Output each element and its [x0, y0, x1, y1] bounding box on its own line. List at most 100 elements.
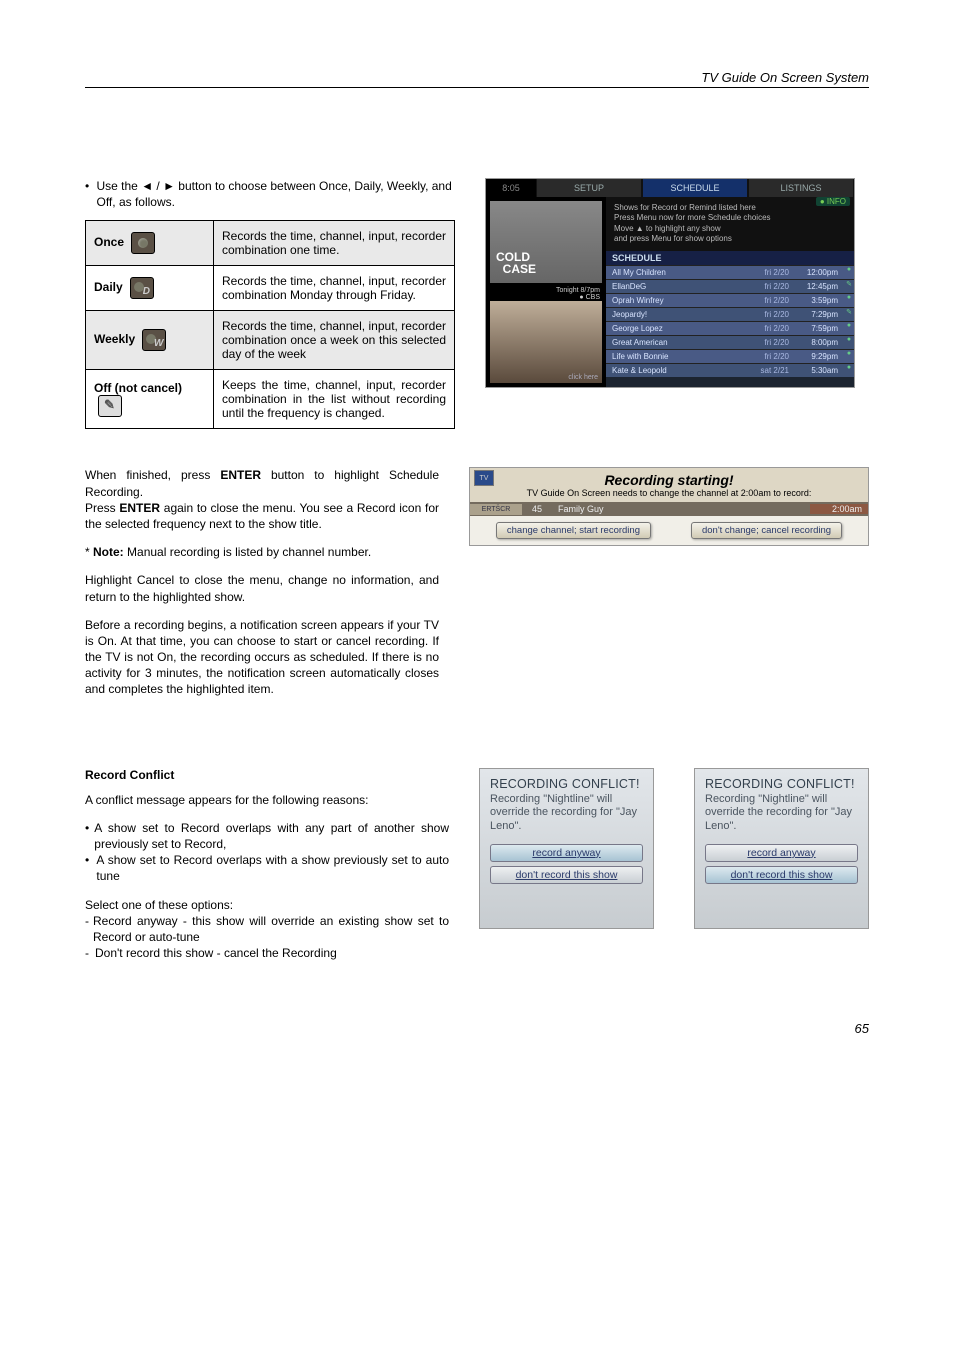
conflict-popup-2: RECORDING CONFLICT! Recording "Nightline…	[694, 768, 869, 929]
record-icon: ●	[844, 322, 854, 335]
schedule-row[interactable]: George Lopezfri 2/207:59pm●	[606, 321, 854, 335]
dont-record-button[interactable]: don't record this show	[490, 866, 643, 884]
rs-channel: 45	[522, 504, 552, 514]
tab-schedule[interactable]: SCHEDULE	[642, 179, 748, 197]
rs-show: Family Guy	[552, 502, 810, 516]
help-line: Shows for Record or Remind listed here	[614, 203, 846, 213]
help-line: and press Menu for show options	[614, 234, 846, 244]
page-header: TV Guide On Screen System	[85, 70, 869, 88]
rs-time: 2:00am	[810, 504, 868, 514]
page-number: 65	[85, 1021, 869, 1036]
show-date: fri 2/20	[745, 308, 789, 321]
show-date: sat 2/21	[745, 364, 789, 377]
rs-bar-logo: ERTŠCR	[470, 504, 522, 515]
schedule-row[interactable]: Jeopardy!fri 2/207:29pm✎	[606, 307, 854, 321]
show-time: 3:59pm	[789, 294, 844, 307]
record-icon: ✎	[844, 280, 854, 293]
show-date: fri 2/20	[745, 280, 789, 293]
once-icon	[131, 232, 155, 254]
bullet-text: A show set to Record overlaps with a sho…	[96, 852, 449, 884]
schedule-row[interactable]: EllanDeGfri 2/2012:45pm✎	[606, 279, 854, 293]
show-date: fri 2/20	[745, 322, 789, 335]
help-line: Move ▲ to highlight any show	[614, 224, 846, 234]
schedule-clock: 8:05	[486, 179, 536, 197]
paragraph: Before a recording begins, a notificatio…	[85, 617, 439, 698]
preview-pane: COLD CASE	[490, 201, 602, 283]
weekly-icon	[142, 329, 166, 351]
conflict-title: RECORDING CONFLICT!	[490, 777, 643, 791]
option-item: -Record anyway - this show will override…	[85, 913, 449, 945]
tab-setup[interactable]: SETUP	[536, 179, 642, 197]
cancel-recording-button[interactable]: don't change; cancel recording	[691, 522, 842, 539]
preview-logo: ● CBS	[579, 294, 600, 301]
tab-listings[interactable]: LISTINGS	[748, 179, 854, 197]
schedule-row[interactable]: All My Childrenfri 2/2012:00pm●	[606, 265, 854, 279]
show-time: 12:45pm	[789, 280, 844, 293]
click-here: click here	[568, 374, 598, 381]
record-icon: ●	[844, 266, 854, 279]
freq-desc: Records the time, channel, input, record…	[214, 221, 455, 266]
p-text: Press	[85, 501, 119, 515]
freq-label: Daily	[94, 281, 123, 295]
show-name: George Lopez	[606, 322, 745, 335]
schedule-row[interactable]: Kate & Leopoldsat 2/215:30am●	[606, 363, 854, 377]
start-recording-button[interactable]: change channel; start recording	[496, 522, 651, 539]
show-time: 7:59pm	[789, 322, 844, 335]
show-time: 12:00pm	[789, 266, 844, 279]
note-text: Manual recording is listed by channel nu…	[124, 545, 371, 559]
show-date: fri 2/20	[745, 336, 789, 349]
freq-desc: Records the time, channel, input, record…	[214, 266, 455, 311]
bullet-item: •A show set to Record overlaps with a sh…	[85, 852, 449, 884]
show-name: Oprah Winfrey	[606, 294, 745, 307]
p-enter: ENTER	[220, 468, 261, 482]
p-enter: ENTER	[119, 501, 160, 515]
schedule-row[interactable]: Great Americanfri 2/208:00pm●	[606, 335, 854, 349]
p-text: When finished, press	[85, 468, 220, 482]
ad-pane[interactable]: click here	[490, 301, 602, 383]
conflict-title: RECORDING CONFLICT!	[705, 777, 858, 791]
show-date: fri 2/20	[745, 266, 789, 279]
intro-bullet: • Use the ◄ / ► button to choose between…	[85, 178, 455, 210]
record-anyway-button[interactable]: record anyway	[490, 844, 643, 862]
show-time: 8:00pm	[789, 336, 844, 349]
show-date: fri 2/20	[745, 350, 789, 363]
freq-label: Once	[94, 236, 124, 250]
conflict-msg: Recording "Nightline" will override the …	[705, 793, 858, 834]
preview-subtitle: CASE	[503, 262, 536, 276]
record-icon: ●	[844, 364, 854, 377]
paragraph: When finished, press ENTER button to hig…	[85, 467, 439, 499]
show-name: EllanDeG	[606, 280, 745, 293]
paragraph: Press ENTER again to close the menu. You…	[85, 500, 439, 532]
show-time: 5:30am	[789, 364, 844, 377]
show-date: fri 2/20	[745, 294, 789, 307]
schedule-row[interactable]: Oprah Winfreyfri 2/203:59pm●	[606, 293, 854, 307]
frequency-table: Once Records the time, channel, input, r…	[85, 220, 455, 429]
record-icon: ●	[844, 294, 854, 307]
arrow-icons: ◄ / ►	[141, 178, 175, 194]
option-text: Record anyway - this show will override …	[93, 913, 449, 945]
show-time: 9:29pm	[789, 350, 844, 363]
record-icon: ●	[844, 350, 854, 363]
show-name: All My Children	[606, 266, 745, 279]
record-icon: ●	[844, 336, 854, 349]
help-line: Press Menu now for more Schedule choices	[614, 213, 846, 223]
off-icon	[98, 395, 122, 417]
show-name: Great American	[606, 336, 745, 349]
freq-desc: Records the time, channel, input, record…	[214, 311, 455, 370]
note-line: * Note: Manual recording is listed by ch…	[85, 544, 439, 560]
record-anyway-button[interactable]: record anyway	[705, 844, 858, 862]
paragraph: Select one of these options:	[85, 897, 449, 913]
dont-record-button[interactable]: don't record this show	[705, 866, 858, 884]
paragraph: Highlight Cancel to close the menu, chan…	[85, 572, 439, 604]
recording-starting-screenshot: TV Recording starting! TV Guide On Scree…	[469, 467, 869, 546]
rs-title: Recording starting!	[478, 472, 860, 488]
schedule-row[interactable]: Life with Bonniefri 2/209:29pm●	[606, 349, 854, 363]
note-label: Note:	[93, 545, 124, 559]
intro-text-before: Use the	[96, 179, 141, 193]
info-tag: ● INFO	[816, 197, 850, 206]
record-icon: ✎	[844, 308, 854, 321]
option-item: -Don't record this show - cancel the Rec…	[85, 945, 449, 961]
freq-label: Weekly	[94, 333, 135, 347]
daily-icon	[130, 277, 154, 299]
show-time: 7:29pm	[789, 308, 844, 321]
